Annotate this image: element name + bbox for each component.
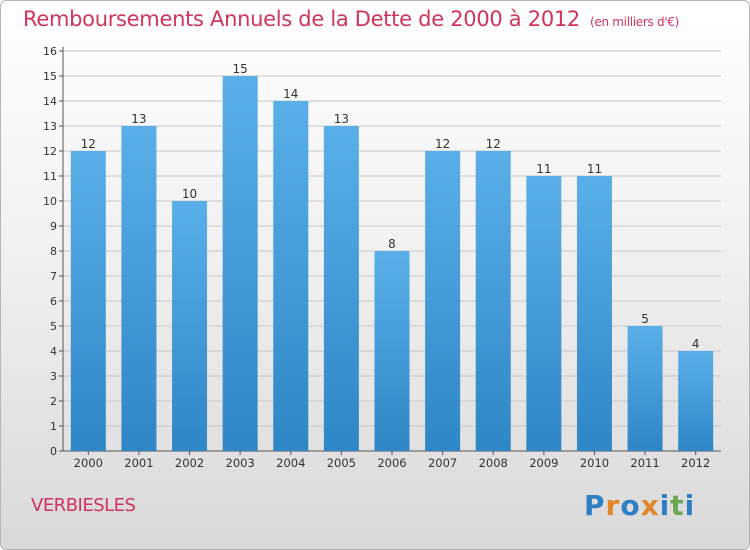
commune-name: VERBIESLES [31,495,136,516]
y-tick-label: 10 [43,195,57,208]
bar-2002 [172,201,208,451]
y-tick-label: 0 [50,445,57,458]
data-label-2002: 10 [182,187,197,201]
data-labels: 12 13 10 15 14 13 8 12 12 11 11 5 4 [81,62,700,351]
brand-letter: i [684,489,696,522]
chart-unit: (en milliers d'€) [590,15,680,29]
brand-letter: o [620,489,641,522]
x-tick-label-2008: 2008 [479,456,508,470]
brand-letter: x [640,489,660,522]
x-tick-label-2000: 2000 [74,456,103,470]
brand-letter: i [659,489,671,522]
y-tick-label: 3 [50,370,57,383]
bar-2001 [121,126,157,451]
data-label-2011: 5 [641,312,649,326]
bar-2007 [425,151,461,451]
data-label-2001: 13 [131,112,146,126]
bar-2004 [273,101,309,451]
y-tick-label: 9 [50,220,57,233]
data-label-2012: 4 [692,337,700,351]
x-tick-label-2012: 2012 [681,456,710,470]
bar-2011 [627,326,663,451]
y-tick-label: 2 [50,395,57,408]
chart-title: Remboursements Annuels de la Dette de 20… [23,7,679,31]
x-tick-label-2010: 2010 [580,456,609,470]
y-tick-label: 1 [50,420,57,433]
x-tick-label-2006: 2006 [377,456,406,470]
bar-2000 [70,151,106,451]
y-tick-label: 14 [43,95,57,108]
data-label-2008: 12 [486,137,501,151]
y-tick-label: 6 [50,295,57,308]
y-tick-label: 13 [43,120,57,133]
bar-2006 [374,251,410,451]
brand-letter: P [584,489,606,522]
x-tick-label-2009: 2009 [529,456,558,470]
bar-2008 [475,151,511,451]
x-tick-label-2007: 2007 [428,456,457,470]
data-label-2009: 11 [536,162,551,176]
data-label-2004: 14 [283,87,298,101]
data-label-2005: 13 [334,112,349,126]
bar-2009 [526,176,562,451]
y-tick-label: 8 [50,245,57,258]
bars [70,76,714,451]
y-tick-label: 4 [50,345,57,358]
data-label-2000: 12 [81,137,96,151]
y-tick-label: 7 [50,270,57,283]
data-label-2010: 11 [587,162,602,176]
data-label-2003: 15 [233,62,248,76]
x-tick-label-2011: 2011 [630,456,659,470]
y-tick-label: 5 [50,320,57,333]
data-label-2006: 8 [388,237,396,251]
x-tick-label-2004: 2004 [276,456,305,470]
brand-letter: r [605,489,621,522]
x-tick-label-2002: 2002 [175,456,204,470]
bar-2003 [222,76,258,451]
x-tick-label-2001: 2001 [124,456,153,470]
x-tick-label-2005: 2005 [327,456,356,470]
bar-2005 [323,126,359,451]
bar-2012 [678,351,714,451]
bar-2010 [576,176,612,451]
brand-letter: t [670,489,685,522]
x-tick-label-2003: 2003 [226,456,255,470]
chart-title-text: Remboursements Annuels de la Dette de 20… [23,7,580,31]
y-tick-label: 16 [43,45,57,58]
y-tick-label: 11 [43,170,57,183]
y-tick-label: 12 [43,145,57,158]
data-label-2007: 12 [435,137,450,151]
brand-logo: Proxiti [584,489,695,522]
y-tick-label: 15 [43,70,57,83]
